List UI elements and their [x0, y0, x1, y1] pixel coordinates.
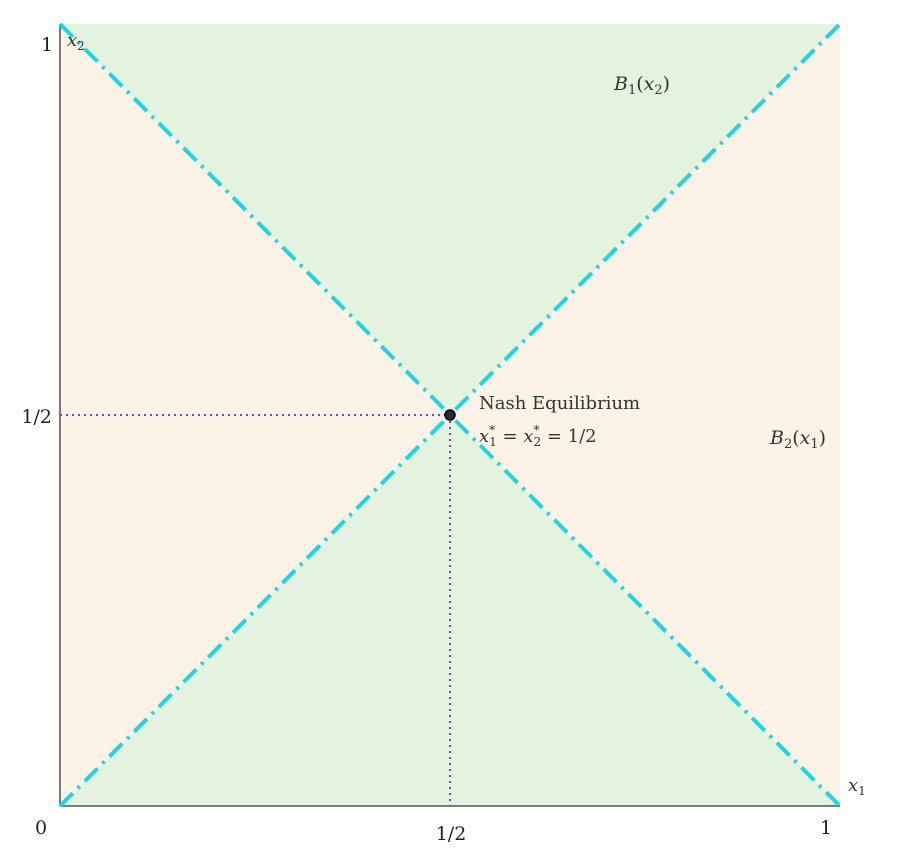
x-tick-0: 0 [35, 817, 47, 839]
x-tick-half: 1/2 [436, 823, 467, 845]
region-top [60, 24, 840, 415]
x-tick-1: 1 [820, 817, 832, 839]
region-left [60, 24, 450, 806]
x-axis-label: x1 [848, 775, 866, 798]
nash-equilibrium-point [444, 409, 456, 421]
b2-series-label: B2(x1) [769, 427, 826, 452]
nash-equilibrium-label: Nash Equilibrium [479, 393, 640, 414]
y-tick-half: 1/2 [21, 406, 52, 428]
y-tick-1: 1 [41, 34, 53, 56]
b1-series-label: B1(x2) [613, 73, 670, 98]
y-axis-label: x2 [67, 30, 85, 53]
region-right [450, 24, 840, 806]
equilibrium-formula: x* 1 = x* 2 = 1/2 [479, 423, 597, 449]
region-bottom [60, 415, 840, 806]
